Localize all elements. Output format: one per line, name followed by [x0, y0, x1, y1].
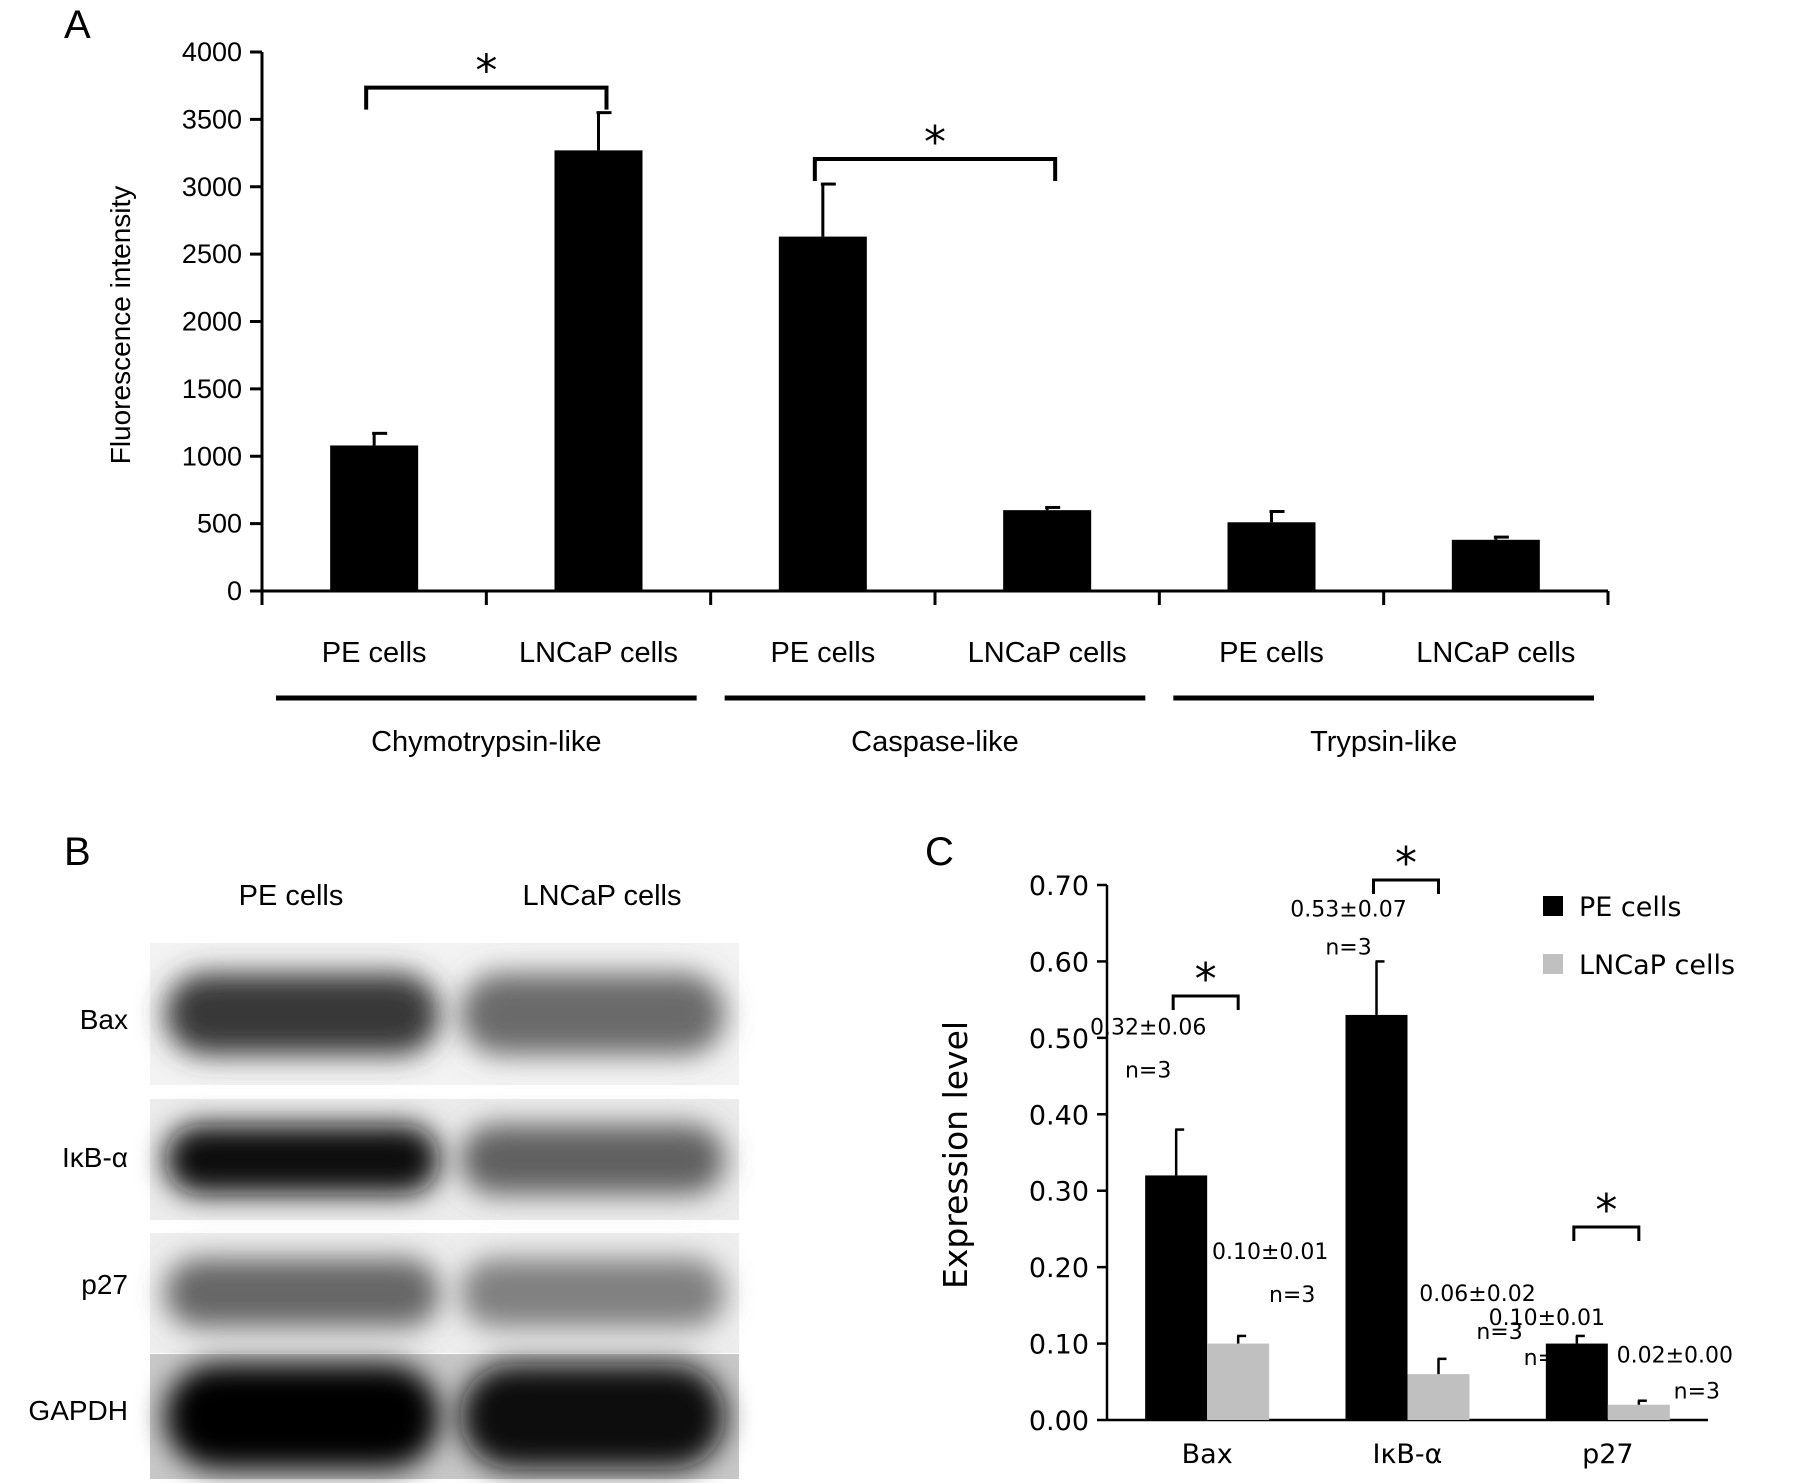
panel-a-group-label: Caspase-like	[851, 726, 1019, 758]
panel-a-y-tick-label: 500	[197, 509, 242, 539]
panel-c-value-label: 0.02±0.00	[1617, 1344, 1733, 1369]
panel-a-y-tick-label: 0	[227, 576, 242, 606]
panel-c-category-label: Bax	[1182, 1439, 1233, 1470]
panel-b-row-label: p27	[81, 1269, 128, 1300]
panel-c-significance-bracket	[1372, 878, 1440, 894]
panel-b-lane-label: PE cells	[239, 880, 344, 912]
panel-b-band	[460, 1258, 725, 1328]
panel-a-category-label: LNCaP cells	[519, 637, 678, 669]
panel-a-significance-star: *	[924, 117, 946, 168]
panel-b-lane-label: LNCaP cells	[522, 880, 681, 912]
panel-c-n-label: n=3	[1674, 1380, 1720, 1405]
panel-c-n-label: n=3	[1125, 1059, 1171, 1084]
panel-c-n-label: n=3	[1524, 1346, 1570, 1371]
panel-b-band	[460, 1124, 725, 1195]
panel-a-y-tick-label: 1500	[182, 374, 242, 404]
panel-b-row-label: GAPDH	[28, 1395, 128, 1426]
panel-c-letter: C	[925, 830, 954, 874]
panel-c-y-tick-label: 0.10	[1029, 1330, 1089, 1361]
panel-a-bar	[1003, 510, 1092, 591]
panel-a-category-label: PE cells	[1219, 637, 1324, 669]
panel-c-bar	[1607, 1404, 1670, 1420]
panel-a-y-axis-label: Fluorescence intensity	[105, 186, 136, 465]
panel-b-band	[460, 972, 725, 1056]
panel-c-legend-label: LNCaP cells	[1579, 950, 1735, 981]
panel-a-y-tick-label: 3500	[182, 104, 242, 134]
panel-c-n-label: n=3	[1325, 935, 1371, 960]
panel-c-n-label: n=3	[1476, 1320, 1522, 1345]
panel-c-y-tick-label: 0.20	[1029, 1253, 1089, 1284]
panel-c-value-label: 0.10±0.01	[1489, 1306, 1605, 1331]
panel-a-bar	[554, 150, 643, 591]
panel-a-bar	[330, 445, 419, 591]
panel-b-western-blot: B PE cells LNCaP cells Bax IκB-α p27 GAPDH	[28, 830, 739, 1479]
panel-a-category-label: LNCaP cells	[1416, 637, 1575, 669]
panel-c-n-label: n=3	[1269, 1283, 1315, 1308]
panel-c-value-label: 0.53±0.07	[1290, 897, 1406, 922]
panel-c-legend-swatch	[1543, 954, 1563, 974]
panel-c-legend-label: PE cells	[1579, 892, 1681, 923]
panel-a-category-label: PE cells	[770, 637, 875, 669]
panel-c-chart: C 0.00 0.10 0.20 0.30 0.40 0.50 0.60 0.70 Bax Iκ…	[925, 830, 1735, 1470]
panel-b-band	[165, 1124, 440, 1195]
panel-a-y-tick-label: 2000	[182, 307, 242, 337]
panel-a-category-label: PE cells	[322, 637, 427, 669]
panel-c-bar	[1545, 1343, 1608, 1420]
panel-b-band	[460, 1364, 725, 1469]
panel-a-bar	[1451, 539, 1540, 591]
panel-c-value-label: 0.32±0.06	[1090, 1016, 1206, 1041]
panel-c-y-tick-label: 0.00	[1029, 1406, 1089, 1437]
panel-c-y-tick-label: 0.60	[1029, 947, 1089, 978]
panel-c-value-label: 0.06±0.02	[1419, 1282, 1535, 1307]
panel-c-significance-star: *	[1395, 838, 1417, 889]
panel-a-letter: A	[64, 3, 91, 47]
panel-b-band	[165, 972, 440, 1056]
panel-a-y-tick-label: 4000	[182, 37, 242, 67]
panel-a-group-label: Chymotrypsin-like	[371, 726, 601, 758]
panel-c-y-axis-label: Expression level	[936, 1021, 975, 1289]
panel-c-significance-bracket	[1171, 994, 1240, 1010]
panel-b-row-label: IκB-α	[62, 1142, 128, 1173]
panel-b-letter: B	[64, 830, 91, 874]
panel-a-bar	[1227, 522, 1316, 591]
panel-a-y-tick-label: 3000	[182, 172, 242, 202]
panel-a-significance-bracket	[364, 85, 609, 110]
panel-a-significance-bracket	[812, 157, 1058, 182]
panel-c-significance-bracket	[1572, 1225, 1641, 1241]
panel-c-category-label: IκB-α	[1373, 1439, 1443, 1470]
panel-a-y-tick-label: 1000	[182, 441, 242, 471]
panel-a-y-tick-label: 2500	[182, 239, 242, 269]
panel-c-significance-star: *	[1195, 954, 1217, 1005]
panel-c-y-tick-label: 0.70	[1029, 871, 1089, 902]
panel-c-bar	[1345, 1014, 1408, 1420]
panel-a-bar	[778, 236, 867, 592]
panel-a-group-label: Trypsin-like	[1310, 726, 1457, 758]
panel-c-y-tick-label: 0.50	[1029, 1024, 1089, 1055]
panel-c-bar	[1207, 1343, 1270, 1420]
panel-b-row-label: Bax	[80, 1004, 128, 1035]
panel-a-significance-star: *	[475, 46, 497, 97]
panel-c-bar	[1145, 1175, 1208, 1420]
panel-b-band	[165, 1364, 440, 1469]
panel-c-legend-swatch	[1543, 896, 1563, 916]
panel-a-chart: A 0 500 1000 1500 2000 2500 3000 3500 4000 PE ce…	[64, 3, 1610, 758]
panel-b-band	[165, 1258, 440, 1328]
panel-c-y-tick-label: 0.30	[1029, 1177, 1089, 1208]
panel-c-y-tick-label: 0.40	[1029, 1100, 1089, 1131]
panel-c-value-label: 0.10±0.01	[1212, 1240, 1328, 1265]
panel-a-category-label: LNCaP cells	[968, 637, 1127, 669]
panel-c-category-label: p27	[1582, 1439, 1634, 1470]
panel-c-bar	[1407, 1374, 1470, 1420]
panel-c-significance-star: *	[1595, 1185, 1617, 1236]
